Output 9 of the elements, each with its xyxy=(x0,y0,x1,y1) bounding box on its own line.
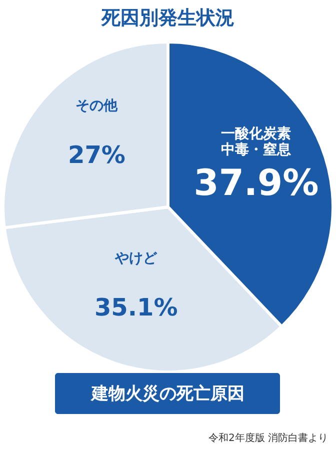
slice-label: やけど xyxy=(114,250,158,266)
slice-label: 一酸化炭素中毒・窒息 xyxy=(221,126,292,158)
data-label: 27% xyxy=(68,141,126,170)
text: 令和2年度版 消防白書より xyxy=(208,432,328,444)
slice-label: その他 xyxy=(76,98,119,114)
text: 建物火災の死亡原因 xyxy=(90,384,244,404)
chart-title: 死因別発生状況 xyxy=(100,7,234,29)
data-label: 35.1% xyxy=(94,293,178,322)
data-label: 37.9% xyxy=(194,162,319,204)
